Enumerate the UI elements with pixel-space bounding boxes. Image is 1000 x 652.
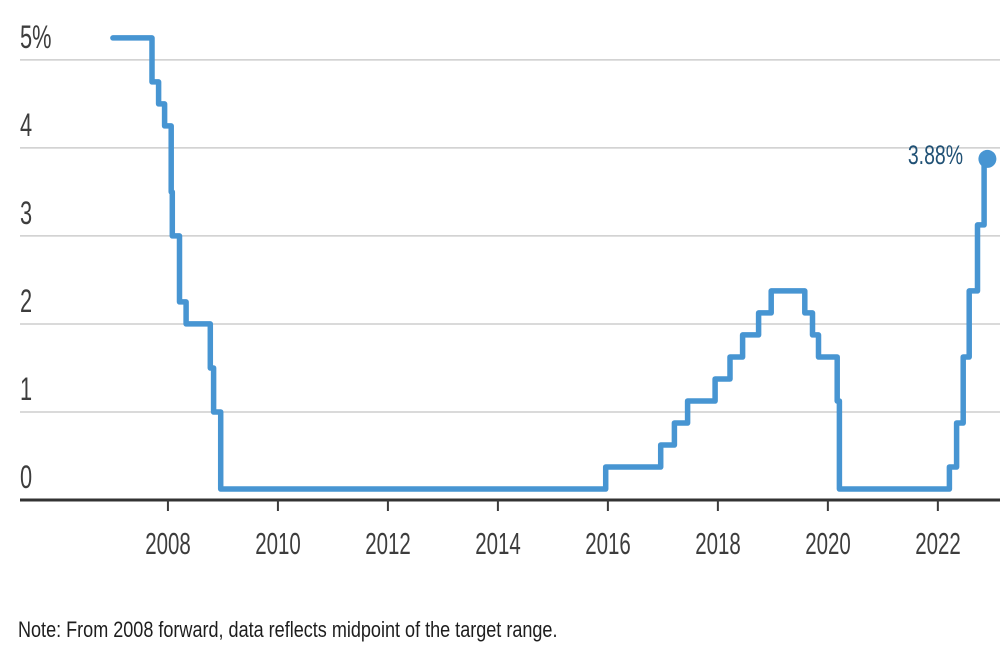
end-point-marker [978, 149, 997, 168]
x-axis-label: 2018 [695, 526, 741, 561]
x-axis-label: 2020 [805, 526, 851, 561]
chart-note: Note: From 2008 forward, data reflects m… [18, 617, 558, 642]
x-axis-label: 2016 [585, 526, 631, 561]
y-axis-label: 2 [20, 282, 33, 319]
rate-step-line [110, 35, 991, 492]
y-axis-label: 3 [20, 194, 33, 231]
last-value-label: 3.88% [908, 139, 964, 170]
x-axis-label: 2014 [475, 526, 521, 561]
y-axis-label: 1 [20, 370, 33, 407]
y-axis-label: 5% [20, 18, 52, 55]
x-axis-label: 2008 [145, 526, 191, 561]
plot-canvas [20, 35, 1000, 511]
y-axis-label: 0 [20, 459, 33, 495]
x-axis-label: 2012 [365, 526, 411, 561]
x-axis-label: 2022 [915, 526, 961, 561]
y-axis-label: 4 [20, 106, 33, 143]
x-axis-label: 2010 [255, 526, 301, 561]
